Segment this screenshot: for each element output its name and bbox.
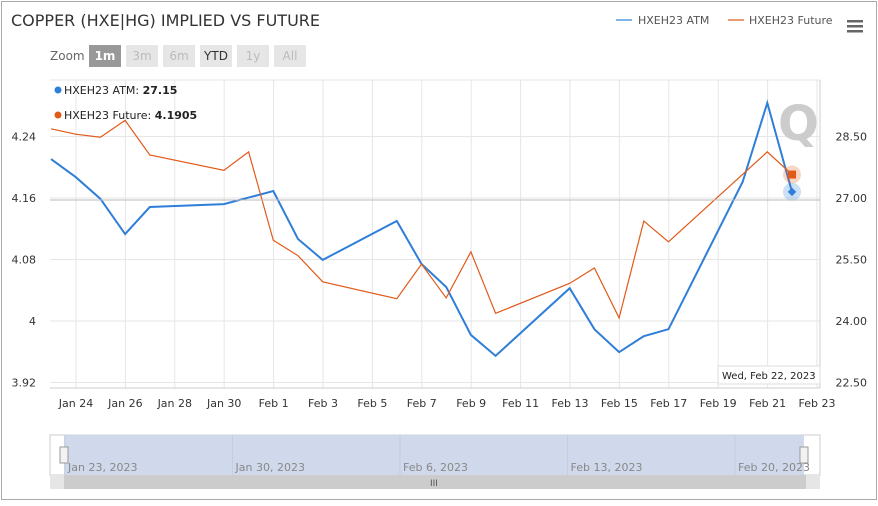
y-left-tick-label: 4.24 — [12, 131, 37, 144]
y-right-tick-label: 24.00 — [836, 315, 868, 328]
tooltip-atm-value: 27.15 — [143, 84, 178, 97]
x-tick-label: Jan 28 — [157, 397, 192, 410]
future-dot-icon — [55, 112, 62, 119]
navigator-label: Feb 13, 2023 — [571, 461, 643, 474]
svg-text:HXEH23 Future: 4.1905: HXEH23 Future: 4.1905 — [64, 109, 197, 122]
navigator-left-handle[interactable] — [60, 447, 68, 463]
x-tick-label: Feb 23 — [799, 397, 836, 410]
y-right-tick-label: 27.00 — [836, 192, 868, 205]
y-left-tick-label: 4 — [29, 315, 36, 328]
x-tick-label: Feb 11 — [502, 397, 539, 410]
x-tick-label: Feb 21 — [749, 397, 786, 410]
x-tick-label: Feb 7 — [407, 397, 437, 410]
legend-future[interactable]: HXEH23 Future — [749, 14, 833, 27]
atm-dot-icon — [55, 87, 62, 94]
y-left-tick-label: 3.92 — [12, 377, 37, 390]
zoom-button-label[interactable]: 3m — [132, 49, 151, 63]
zoom-button-label[interactable]: All — [283, 49, 298, 63]
x-tick-label: Feb 5 — [357, 397, 387, 410]
legend-atm[interactable]: HXEH23 ATM — [638, 14, 709, 27]
zoom-label: Zoom — [50, 49, 85, 63]
x-tick-label: Jan 26 — [107, 397, 142, 410]
y-right-tick-label: 28.50 — [836, 131, 868, 144]
x-tick-label: Jan 24 — [58, 397, 93, 410]
x-tick-label: Feb 13 — [552, 397, 589, 410]
date-tooltip: Wed, Feb 22, 2023 — [722, 371, 816, 382]
zoom-button-label[interactable]: 1m — [95, 49, 116, 63]
x-tick-label: Feb 1 — [259, 397, 289, 410]
x-tick-label: Feb 17 — [650, 397, 687, 410]
x-tick-label: Feb 9 — [456, 397, 486, 410]
zoom-button-label[interactable]: YTD — [203, 49, 228, 63]
chart-title: COPPER (HXE|HG) IMPLIED VS FUTURE — [11, 11, 320, 30]
menu-icon[interactable] — [847, 20, 863, 33]
x-tick-label: Feb 19 — [700, 397, 737, 410]
legend[interactable]: HXEH23 ATM HXEH23 Future — [616, 14, 833, 27]
tooltip-future-label: HXEH23 Future: — [64, 109, 155, 122]
navigator[interactable]: Jan 23, 2023 Jan 30, 2023 Feb 6, 2023 Feb 1… — [50, 435, 820, 489]
svg-text:HXEH23 ATM: 27.15: HXEH23 ATM: 27.15 — [64, 84, 177, 97]
y-left-tick-label: 4.16 — [12, 192, 37, 205]
scroll-left-button[interactable] — [50, 475, 64, 489]
hover-marker — [788, 171, 796, 179]
y-right-tick-label: 25.50 — [836, 254, 868, 267]
scroll-right-button[interactable] — [806, 475, 820, 489]
zoom-button-label[interactable]: 1y — [246, 49, 261, 63]
zoom-button-label[interactable]: 6m — [169, 49, 188, 63]
navigator-label: Jan 30, 2023 — [235, 461, 305, 474]
x-tick-label: Jan 30 — [206, 397, 241, 410]
navigator-right-handle[interactable] — [800, 447, 808, 463]
x-tick-label: Feb 15 — [601, 397, 638, 410]
scrollbar-grip-icon[interactable]: III — [430, 479, 438, 489]
tooltip-future-value: 4.1905 — [155, 109, 197, 122]
y-right-tick-label: 22.50 — [836, 377, 868, 390]
navigator-label: Jan 23, 2023 — [67, 461, 137, 474]
tooltip-atm-label: HXEH23 ATM: — [64, 84, 143, 97]
y-left-tick-label: 4.08 — [12, 254, 37, 267]
watermark-q: Q — [778, 96, 819, 152]
navigator-label: Feb 6, 2023 — [403, 461, 468, 474]
x-tick-label: Feb 3 — [308, 397, 338, 410]
navigator-label: Feb 20, 2023 — [738, 461, 810, 474]
